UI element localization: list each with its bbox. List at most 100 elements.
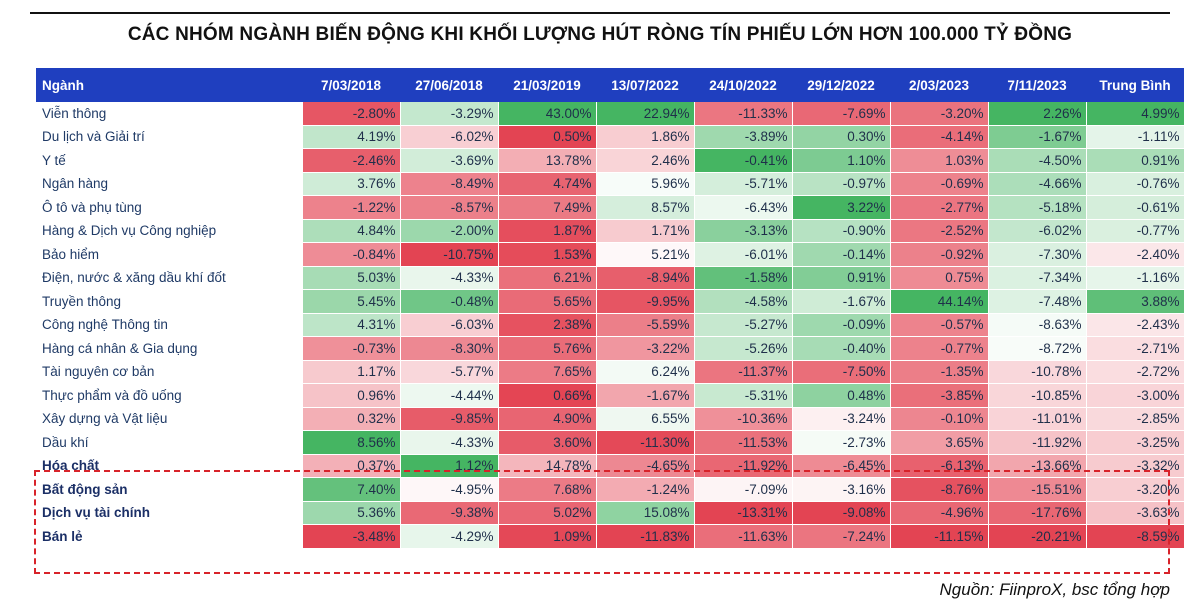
value-cell: -3.20% (1086, 477, 1185, 502)
sector-name: Hàng & Dịch vụ Công nghiệp (36, 219, 303, 243)
value-cell: -4.29% (400, 524, 499, 549)
value-cell: 2.38% (498, 313, 597, 337)
value-cell: -13.66% (988, 454, 1087, 478)
heatmap-table: Ngành 7/03/2018 27/06/2018 21/03/2019 13… (36, 68, 1185, 549)
value-cell: 0.30% (792, 125, 891, 149)
value-cell: 3.65% (890, 430, 989, 455)
value-cell: 14.78% (498, 454, 597, 478)
value-cell: -0.76% (1086, 172, 1185, 196)
value-cell: 0.48% (792, 383, 891, 408)
value-cell: -5.31% (694, 383, 793, 408)
value-cell: 5.76% (498, 336, 597, 361)
value-cell: -0.40% (792, 336, 891, 361)
value-cell: -8.59% (1086, 524, 1185, 549)
value-cell: 1.86% (596, 125, 695, 149)
table-row: Tài nguyên cơ bản 1.17% -5.77% 7.65% 6.24% -1… (36, 360, 1185, 384)
value-cell: -2.73% (792, 430, 891, 455)
value-cell: -2.85% (1086, 407, 1185, 431)
value-cell: -4.50% (988, 148, 1087, 173)
sector-name: Du lịch và Giải trí (36, 125, 303, 149)
value-cell: -10.36% (694, 407, 793, 431)
value-cell: 15.08% (596, 501, 695, 525)
table-row: Hóa chất 0.37% 1.12% 14.78% -4.65% -11.92% -6.… (36, 454, 1185, 478)
value-cell: -4.33% (400, 266, 499, 290)
table-row: Công nghệ Thông tin 4.31% -6.03% 2.38% -5.59… (36, 313, 1185, 337)
value-cell: -5.18% (988, 195, 1087, 220)
value-cell: 0.96% (302, 383, 401, 408)
value-cell: -3.32% (1086, 454, 1185, 478)
value-cell: -9.08% (792, 501, 891, 525)
value-cell: 5.02% (498, 501, 597, 525)
value-cell: 5.21% (596, 242, 695, 267)
sector-name: Bất động sản (36, 477, 303, 502)
value-cell: 1.10% (792, 148, 891, 173)
table-row: Y tế -2.46% -3.69% 13.78% 2.46% -0.41% 1.10% 1.… (36, 148, 1185, 173)
value-cell: -7.09% (694, 477, 793, 502)
value-cell: -4.95% (400, 477, 499, 502)
sector-name: Xây dựng và Vật liệu (36, 407, 303, 431)
value-cell: -4.44% (400, 383, 499, 408)
value-cell: 8.56% (302, 430, 401, 455)
value-cell: -9.95% (596, 289, 695, 314)
table-row: Du lịch và Giải trí 4.19% -6.02% 0.50% 1.86%… (36, 125, 1185, 149)
value-cell: -1.24% (596, 477, 695, 502)
value-cell: -6.01% (694, 242, 793, 267)
value-cell: 43.00% (498, 102, 597, 126)
value-cell: -8.72% (988, 336, 1087, 361)
value-cell: 1.17% (302, 360, 401, 384)
value-cell: 6.24% (596, 360, 695, 384)
value-cell: -6.45% (792, 454, 891, 478)
table-row: Truyền thông 5.45% -0.48% 5.65% -9.95% -4.58%… (36, 289, 1185, 314)
sector-name: Ngân hàng (36, 172, 303, 196)
table-row: Ngân hàng 3.76% -8.49% 4.74% 5.96% -5.71% -0.9… (36, 172, 1185, 196)
value-cell: -4.65% (596, 454, 695, 478)
value-cell: -3.29% (400, 102, 499, 126)
value-cell: -0.84% (302, 242, 401, 267)
sector-name: Bảo hiểm (36, 242, 303, 267)
value-cell: -0.48% (400, 289, 499, 314)
value-cell: 3.60% (498, 430, 597, 455)
value-cell: 2.26% (988, 102, 1087, 126)
column-header: 24/10/2022 (694, 68, 792, 102)
value-cell: -11.15% (890, 524, 989, 549)
value-cell: -1.67% (596, 383, 695, 408)
value-cell: 1.87% (498, 219, 597, 243)
value-cell: -7.30% (988, 242, 1087, 267)
value-cell: 13.78% (498, 148, 597, 173)
value-cell: -2.43% (1086, 313, 1185, 337)
value-cell: -2.52% (890, 219, 989, 243)
value-cell: -4.14% (890, 125, 989, 149)
value-cell: 4.74% (498, 172, 597, 196)
table-row: Thực phẩm và đồ uống 0.96% -4.44% 0.66% -1.6… (36, 383, 1185, 408)
value-cell: 5.03% (302, 266, 401, 290)
value-cell: -1.67% (792, 289, 891, 314)
value-cell: -6.13% (890, 454, 989, 478)
value-cell: 0.37% (302, 454, 401, 478)
value-cell: -0.57% (890, 313, 989, 337)
value-cell: -11.92% (694, 454, 793, 478)
value-cell: 4.19% (302, 125, 401, 149)
value-cell: 0.66% (498, 383, 597, 408)
column-header: 21/03/2019 (498, 68, 596, 102)
value-cell: 0.75% (890, 266, 989, 290)
value-cell: -4.58% (694, 289, 793, 314)
value-cell: -5.71% (694, 172, 793, 196)
column-header: 7/03/2018 (302, 68, 400, 102)
value-cell: -7.50% (792, 360, 891, 384)
value-cell: -1.58% (694, 266, 793, 290)
table-row: Bảo hiểm -0.84% -10.75% 1.53% 5.21% -6.01% -0.… (36, 242, 1185, 267)
value-cell: -8.63% (988, 313, 1087, 337)
value-cell: -11.53% (694, 430, 793, 455)
column-header: 13/07/2022 (596, 68, 694, 102)
value-cell: 3.88% (1086, 289, 1185, 314)
table-row: Bán lẻ -3.48% -4.29% 1.09% -11.83% -11.63% -7.… (36, 524, 1185, 549)
value-cell: -2.77% (890, 195, 989, 220)
column-header: 7/11/2023 (988, 68, 1086, 102)
value-cell: -2.46% (302, 148, 401, 173)
value-cell: -5.26% (694, 336, 793, 361)
value-cell: -2.72% (1086, 360, 1185, 384)
source-note: Nguồn: FiinproX, bsc tổng hợp (939, 580, 1170, 599)
column-header-sector: Ngành (36, 68, 302, 102)
value-cell: -11.01% (988, 407, 1087, 431)
sector-name: Ô tô và phụ tùng (36, 195, 303, 220)
